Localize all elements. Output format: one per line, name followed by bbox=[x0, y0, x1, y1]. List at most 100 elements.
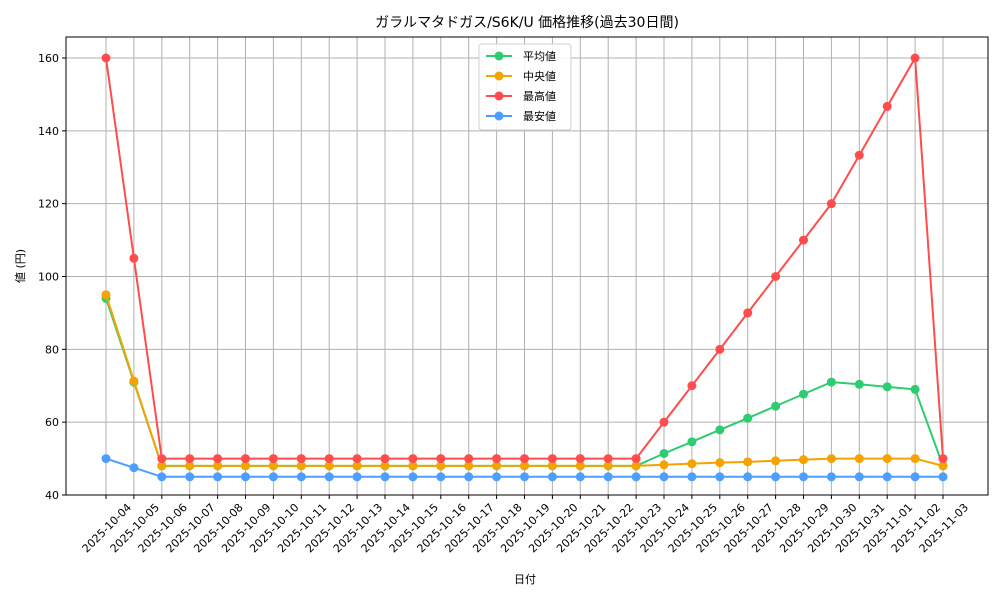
data-point bbox=[101, 454, 111, 464]
data-point bbox=[603, 472, 613, 482]
data-point bbox=[380, 472, 390, 482]
data-point bbox=[715, 458, 725, 468]
data-point bbox=[296, 454, 306, 464]
series-1 bbox=[101, 290, 948, 471]
legend-marker-icon bbox=[494, 51, 504, 61]
y-axis-ticks: 40 60 80 100 120 140 160 bbox=[38, 52, 66, 502]
data-point bbox=[464, 454, 474, 464]
y-tick-label: 40 bbox=[45, 489, 59, 502]
data-point bbox=[157, 461, 167, 471]
data-point bbox=[520, 472, 529, 482]
data-point bbox=[771, 472, 781, 482]
data-point bbox=[492, 472, 502, 482]
data-point bbox=[547, 472, 557, 482]
data-point bbox=[799, 389, 808, 399]
data-point bbox=[296, 461, 306, 471]
data-point bbox=[910, 384, 920, 394]
data-point bbox=[436, 461, 446, 471]
data-point bbox=[575, 472, 585, 482]
y-tick-label: 160 bbox=[38, 52, 59, 65]
data-point bbox=[854, 454, 864, 464]
data-point bbox=[324, 454, 334, 464]
data-point bbox=[771, 272, 781, 281]
data-point bbox=[854, 472, 864, 482]
legend-item: 中央値 bbox=[486, 70, 556, 83]
data-point bbox=[659, 472, 669, 482]
data-point bbox=[715, 472, 725, 482]
data-point bbox=[352, 472, 362, 482]
data-point bbox=[101, 53, 111, 63]
data-point bbox=[492, 454, 502, 464]
data-point bbox=[910, 472, 920, 482]
data-point bbox=[213, 454, 223, 464]
data-series bbox=[101, 53, 948, 482]
data-point bbox=[743, 413, 753, 423]
data-point bbox=[408, 454, 418, 464]
data-point bbox=[268, 472, 278, 482]
data-point bbox=[129, 463, 139, 473]
legend-box bbox=[478, 43, 572, 131]
data-point bbox=[408, 461, 418, 471]
grid-lines bbox=[66, 37, 988, 496]
data-point bbox=[826, 454, 836, 464]
data-point bbox=[575, 454, 585, 464]
data-point bbox=[296, 472, 306, 482]
data-point bbox=[575, 461, 585, 471]
data-point bbox=[687, 437, 697, 447]
data-point bbox=[352, 461, 362, 471]
data-point bbox=[743, 472, 753, 482]
plot-frame bbox=[65, 36, 989, 496]
data-point bbox=[743, 308, 753, 318]
data-point bbox=[938, 461, 948, 471]
legend-item: 最高値 bbox=[486, 89, 556, 103]
y-tick-label: 120 bbox=[38, 198, 59, 211]
data-point bbox=[547, 454, 557, 464]
data-point bbox=[213, 461, 223, 471]
data-point bbox=[882, 454, 892, 464]
series-2 bbox=[101, 53, 948, 464]
data-point bbox=[938, 472, 948, 482]
data-point bbox=[826, 377, 836, 387]
data-point bbox=[743, 457, 753, 467]
data-point bbox=[464, 461, 474, 471]
data-point bbox=[882, 472, 892, 482]
data-point bbox=[241, 472, 250, 482]
data-point bbox=[659, 460, 669, 470]
data-point bbox=[631, 472, 641, 482]
data-point bbox=[799, 472, 808, 482]
data-point bbox=[938, 454, 948, 464]
data-point bbox=[185, 454, 195, 464]
data-point bbox=[436, 472, 446, 482]
data-point bbox=[324, 472, 334, 482]
data-point bbox=[854, 150, 864, 160]
data-point bbox=[659, 417, 669, 427]
data-point bbox=[854, 379, 864, 389]
legend-item: 最安値 bbox=[486, 109, 556, 123]
data-point bbox=[771, 401, 781, 411]
y-tick-label: 80 bbox=[45, 343, 59, 356]
data-point bbox=[603, 454, 613, 464]
data-point bbox=[715, 425, 725, 435]
data-point bbox=[687, 459, 697, 469]
data-point bbox=[826, 199, 836, 209]
data-point bbox=[268, 461, 278, 471]
data-point bbox=[520, 454, 529, 464]
data-point bbox=[687, 381, 697, 391]
data-point bbox=[603, 461, 613, 471]
data-point bbox=[464, 472, 474, 482]
data-point bbox=[631, 454, 641, 464]
data-point bbox=[380, 454, 390, 464]
data-point bbox=[241, 454, 250, 464]
data-point bbox=[687, 472, 697, 482]
legend-label: 最高値 bbox=[523, 89, 556, 103]
data-point bbox=[129, 253, 139, 263]
data-point bbox=[910, 53, 920, 63]
data-point bbox=[631, 461, 641, 471]
y-axis-label: 値 (円) bbox=[14, 249, 27, 283]
data-point bbox=[185, 461, 195, 471]
legend-item: 平均値 bbox=[486, 50, 556, 63]
data-point bbox=[241, 461, 250, 471]
data-point bbox=[715, 344, 725, 354]
data-point bbox=[436, 454, 446, 464]
